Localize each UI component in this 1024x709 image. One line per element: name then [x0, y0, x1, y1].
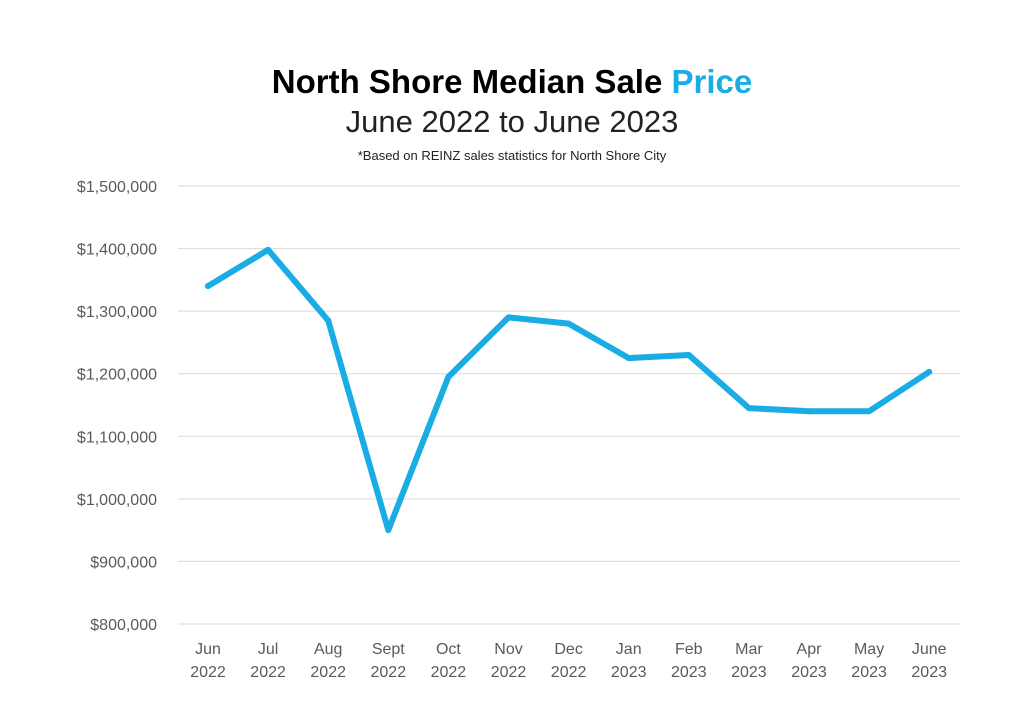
y-tick-label: $1,400,000 — [77, 242, 157, 259]
x-tick-label-month: Aug — [314, 641, 342, 658]
chart-title-accent: Price — [671, 63, 753, 100]
x-tick-label-month: Sept — [372, 641, 405, 658]
chart-subtitle: June 2022 to June 2023 — [345, 104, 679, 139]
x-tick-label-month: Nov — [494, 641, 522, 658]
data-point — [926, 368, 933, 375]
x-tick-label-month: Jul — [258, 641, 278, 658]
x-tick-label-month: June — [912, 641, 947, 658]
x-tick-label-month: Dec — [554, 641, 582, 658]
x-tick-label-month: Feb — [675, 641, 703, 658]
data-point — [445, 373, 452, 380]
x-tick-label-month: Jun — [195, 641, 221, 658]
x-tick-label-year: 2022 — [310, 664, 346, 681]
chart-note: *Based on REINZ sales statistics for Nor… — [357, 148, 667, 163]
data-point — [866, 408, 873, 415]
data-point — [685, 351, 692, 358]
x-tick-label-year: 2023 — [671, 664, 707, 681]
x-tick-label-year: 2023 — [851, 664, 887, 681]
data-point — [625, 355, 632, 362]
x-tick-label-year: 2022 — [250, 664, 286, 681]
x-tick-label-year: 2022 — [491, 664, 527, 681]
y-tick-label: $1,000,000 — [77, 492, 157, 509]
chart-title: North Shore Median Sale Price — [0, 60, 1024, 104]
x-tick-label-year: 2023 — [911, 664, 947, 681]
x-tick-label-year: 2023 — [611, 664, 647, 681]
x-tick-label-month: Apr — [797, 641, 823, 658]
x-tick-label-year: 2022 — [371, 664, 407, 681]
y-tick-label: $800,000 — [90, 617, 157, 634]
y-tick-label: $1,500,000 — [77, 179, 157, 196]
data-point — [385, 527, 392, 534]
data-point — [325, 317, 332, 324]
x-tick-label-year: 2022 — [190, 664, 226, 681]
chart-title-main: North Shore Median Sale — [271, 63, 663, 100]
data-point — [565, 320, 572, 327]
y-tick-label: $1,300,000 — [77, 304, 157, 321]
x-tick-label-year: 2023 — [731, 664, 767, 681]
x-tick-label-month: Mar — [735, 641, 763, 658]
x-tick-label-year: 2022 — [551, 664, 587, 681]
data-point — [205, 283, 211, 290]
x-tick-label-year: 2022 — [431, 664, 467, 681]
data-point — [745, 405, 752, 412]
x-tick-label-month: Oct — [436, 641, 461, 658]
series-line — [205, 246, 933, 534]
data-point — [265, 246, 272, 253]
x-tick-label-year: 2023 — [791, 664, 827, 681]
y-tick-label: $1,200,000 — [77, 367, 157, 384]
x-tick-label-month: Jan — [616, 641, 642, 658]
x-tick-label-month: May — [854, 641, 884, 658]
y-tick-label: $900,000 — [90, 554, 157, 571]
chart-header: North Shore Median Sale Price June 2022 … — [0, 60, 1024, 163]
y-tick-label: $1,100,000 — [77, 429, 157, 446]
data-point — [505, 314, 512, 321]
data-point — [806, 408, 812, 415]
